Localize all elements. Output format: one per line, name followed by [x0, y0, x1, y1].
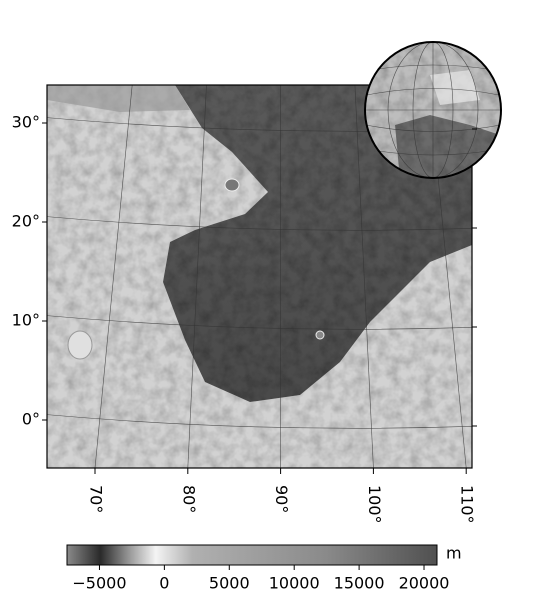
colorbar-label: 15000: [334, 574, 385, 593]
map-page: m 30° 20° 10° 0° 70° 80° 90° 100° 110° −5000 0 5000…: [0, 0, 547, 596]
lat-label: 10°: [12, 311, 40, 330]
lon-label: 100°: [365, 485, 384, 524]
lat-label: 0°: [22, 410, 40, 429]
lat-label: 30°: [12, 113, 40, 132]
lon-label: 90°: [272, 485, 291, 513]
colorbar-unit: m: [446, 544, 462, 563]
colorbar: [67, 545, 437, 565]
inset-globe: [365, 42, 501, 180]
lon-label: 80°: [179, 485, 198, 513]
colorbar-label: −5000: [72, 574, 126, 593]
lon-label: 70°: [87, 485, 106, 513]
lat-label: 20°: [12, 212, 40, 231]
colorbar-label: 10000: [269, 574, 320, 593]
colorbar-label: 5000: [209, 574, 250, 593]
lon-label: 110°: [458, 485, 477, 524]
colorbar-label: 20000: [399, 574, 450, 593]
colorbar-label: 0: [159, 574, 169, 593]
